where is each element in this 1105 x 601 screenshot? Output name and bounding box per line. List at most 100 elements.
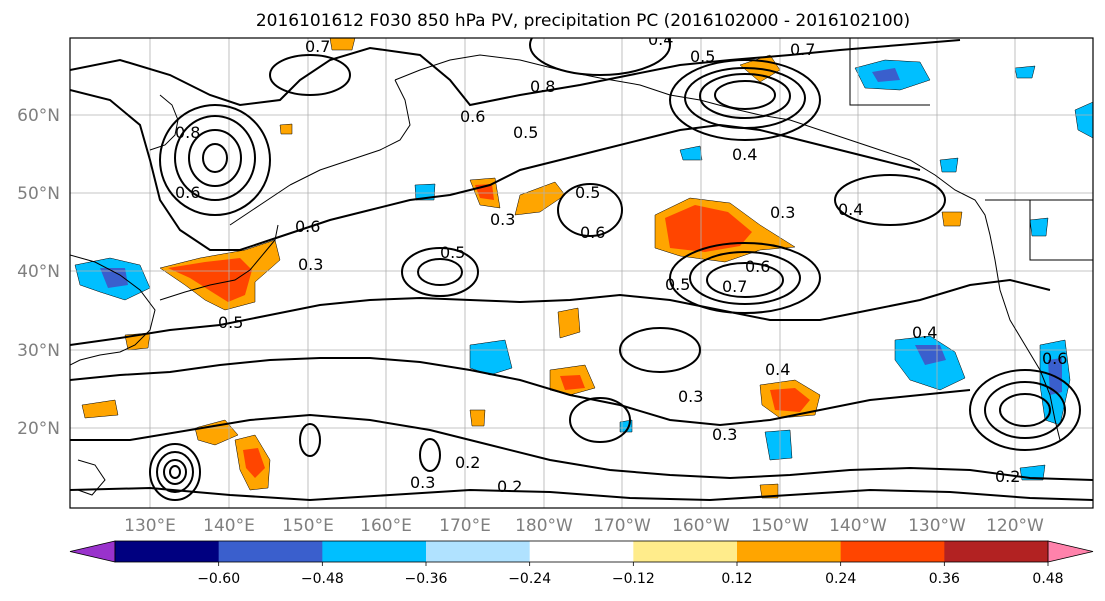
contour-label: 0.2 <box>455 453 480 472</box>
precip-negative-area <box>872 68 900 82</box>
coastlines <box>70 38 1093 496</box>
precip-negative-area <box>1014 65 1036 79</box>
lat-tick-label: 20°N <box>17 419 60 439</box>
graticule <box>70 38 1093 508</box>
contour-label: 0.4 <box>732 145 757 164</box>
contour-label: 0.5 <box>575 183 600 202</box>
lat-tick-label: 60°N <box>17 106 60 126</box>
lat-tick-label: 30°N <box>17 341 60 361</box>
pv-contours <box>70 38 1093 502</box>
colorbar-tick-label: −0.12 <box>612 571 655 587</box>
colorbar-tick-label: 0.12 <box>721 571 752 587</box>
lon-tick-label: 130°W <box>908 516 966 536</box>
contour-label: 0.3 <box>712 425 737 444</box>
lon-tick-label: 140°E <box>203 516 255 536</box>
contour-label: 0.7 <box>722 277 747 296</box>
contour-label: 0.2 <box>995 467 1020 486</box>
lon-tick-label: 170°E <box>439 516 491 536</box>
colorbar-tick-label: 0.48 <box>1032 571 1063 587</box>
precip-positive-area <box>557 307 581 339</box>
contour-label: 0.8 <box>175 123 200 142</box>
colorbar-extend-low <box>69 540 116 563</box>
colorbar-segment <box>737 541 842 562</box>
colorbar-segment <box>218 541 323 562</box>
contour-label: 0.3 <box>678 387 703 406</box>
precip-positive-area <box>665 205 752 252</box>
lon-tick-label: 180°W <box>515 516 573 536</box>
lon-tick-label: 160°E <box>360 516 412 536</box>
lat-tick-label: 40°N <box>17 262 60 282</box>
precip-negative-area <box>100 268 128 288</box>
precip-negative-area <box>414 183 436 201</box>
colorbar-tick-label: 0.24 <box>825 571 856 587</box>
contour-label: 0.6 <box>460 107 485 126</box>
contour-label: 0.5 <box>665 275 690 294</box>
precip-positive-area <box>759 483 779 499</box>
contour-label: 0.5 <box>513 123 538 142</box>
precip-negative-area <box>1074 101 1093 139</box>
colorbar-frame <box>114 540 1049 563</box>
colorbar-segment <box>633 541 738 562</box>
contour-labels: 0.7 0.5 0.4 0.5 0.8 0.6 0.5 0.7 0.8 0.4 … <box>175 30 1067 496</box>
precip-negative-area <box>679 145 703 161</box>
precip-positive-area <box>279 123 293 135</box>
colorbar-tick-label: −0.24 <box>508 571 551 587</box>
contour-label: 0.4 <box>838 200 863 219</box>
lon-tick-label: 160°W <box>672 516 730 536</box>
lon-tick-label: 150°E <box>282 516 334 536</box>
contour-label: 0.4 <box>648 30 673 49</box>
contour-label: 0.3 <box>298 255 323 274</box>
precip-negative-area <box>939 157 959 173</box>
contour-label: 0.6 <box>1042 349 1067 368</box>
longitude-labels: 130°E 140°E 150°E 160°E 170°E 180°W 170°… <box>124 516 1044 536</box>
precip-positive-area <box>168 258 252 302</box>
precip-positive-area <box>469 409 486 427</box>
lon-tick-label: 170°W <box>593 516 651 536</box>
contour-label: 0.7 <box>305 37 330 56</box>
contour-label: 0.4 <box>912 323 937 342</box>
precip-positive-area <box>941 211 963 227</box>
contour-label: 0.5 <box>440 243 465 262</box>
colorbar-tick-label: 0.36 <box>929 571 960 587</box>
colorbar-extend-high <box>1047 540 1094 563</box>
precip-positive-area <box>194 419 239 446</box>
precip-positive-area <box>329 38 356 51</box>
lat-tick-label: 50°N <box>17 184 60 204</box>
contour-label: 0.6 <box>580 223 605 242</box>
contour-label: 0.4 <box>765 360 790 379</box>
colorbar-tick-label: −0.60 <box>197 571 240 587</box>
lon-tick-label: 120°W <box>986 516 1044 536</box>
contour-label: 0.5 <box>690 47 715 66</box>
colorbar-segment <box>529 541 634 562</box>
precip-negative-area <box>469 339 513 376</box>
colorbar: −0.60 −0.48 −0.36 −0.24 −0.12 0.12 0.24 0.36 0.4… <box>69 540 1094 587</box>
contour-label: 0.3 <box>490 210 515 229</box>
lon-tick-label: 150°W <box>751 516 809 536</box>
precip-positive-area <box>243 448 265 478</box>
contour-label: 0.2 <box>497 477 522 496</box>
contour-label: 0.3 <box>410 473 435 492</box>
contour-label: 0.6 <box>295 217 320 236</box>
lon-tick-label: 140°W <box>829 516 887 536</box>
precip-positive-area <box>560 375 585 390</box>
contour-label: 0.5 <box>218 313 243 332</box>
precip-positive-area <box>81 399 119 419</box>
contour-label: 0.8 <box>530 77 555 96</box>
colorbar-tick-label: −0.36 <box>405 571 448 587</box>
colorbar-segment <box>840 541 945 562</box>
lon-tick-label: 130°E <box>124 516 176 536</box>
colorbar-segment <box>426 541 531 562</box>
precip-positive-area <box>514 181 566 216</box>
contour-label: 0.3 <box>770 203 795 222</box>
colorbar-segment <box>115 541 220 562</box>
precip-negative-area <box>764 429 793 461</box>
contour-label: 0.7 <box>790 40 815 59</box>
map-frame <box>69 37 1094 509</box>
precip-negative-area <box>1029 217 1049 237</box>
colorbar-tick-label: −0.48 <box>301 571 344 587</box>
latitude-labels: 60°N 50°N 40°N 30°N 20°N <box>17 106 60 439</box>
colorbar-segment <box>944 541 1049 562</box>
contour-label: 0.6 <box>745 257 770 276</box>
map-title: 2016101612 F030 850 hPa PV, precipitatio… <box>256 11 910 31</box>
